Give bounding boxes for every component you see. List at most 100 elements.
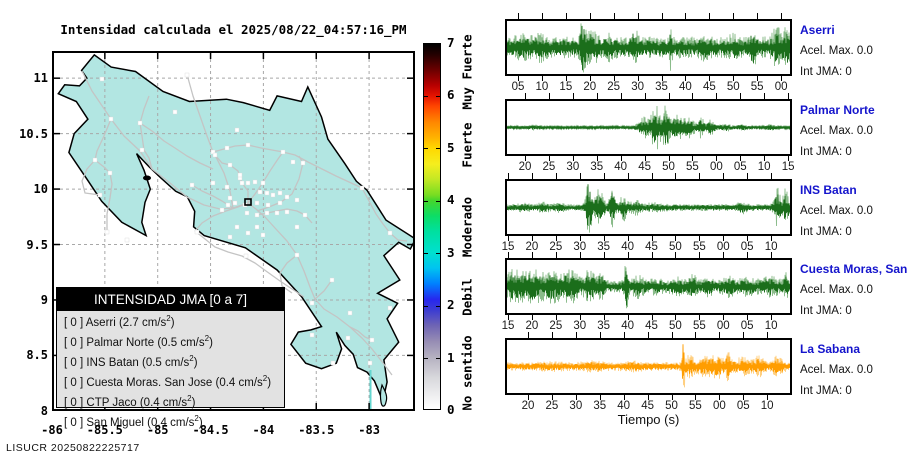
- time-tick: [695, 332, 697, 338]
- time-label: 40: [617, 400, 631, 412]
- time-tick: [579, 315, 581, 320]
- time-label: 15: [781, 161, 795, 173]
- time-tick: [771, 236, 773, 241]
- time-tick: [531, 252, 533, 258]
- time-label: 50: [665, 400, 678, 412]
- x-tick-label: -85: [146, 423, 169, 437]
- time-tick: [647, 395, 649, 400]
- time-tick: [733, 13, 735, 19]
- time-tick: [572, 93, 574, 99]
- seismogram-panel: 15 20 25 30 35 40 45 50 55 00 05 10 Cuesta Moras, Sa…: [502, 252, 910, 340]
- legend-station: San Miguel (0.4 cm/s: [83, 416, 195, 429]
- time-tick: [764, 156, 766, 161]
- station-marker: [254, 212, 260, 218]
- time-tick: [589, 76, 591, 81]
- time-label: 10: [764, 320, 778, 332]
- seismogram-panel: 20 25 30 35 40 45 50 55 00 05 10 15 Palmar Norte Acel…: [505, 93, 910, 181]
- time-label: 20: [525, 241, 539, 253]
- colorbar-number: 1: [447, 349, 455, 365]
- coastline: [57, 53, 413, 404]
- time-label: 30: [566, 161, 580, 173]
- time-label: 20: [521, 400, 535, 412]
- time-label: 35: [655, 81, 668, 93]
- time-label: 45: [645, 241, 658, 253]
- station-marker: [284, 194, 290, 200]
- road-line: [81, 159, 101, 196]
- time-tick: [555, 252, 557, 258]
- time-label: 25: [549, 241, 563, 253]
- station-marker: [277, 200, 283, 206]
- time-tick: [548, 93, 550, 99]
- time-label: 10: [764, 241, 778, 253]
- station-marker: [277, 190, 283, 196]
- station-marker: [139, 147, 145, 153]
- time-label: 05: [740, 241, 754, 253]
- tick-row-bottom: [505, 395, 792, 400]
- station-marker: [99, 76, 105, 82]
- time-label: 05: [740, 320, 754, 332]
- time-label: 05: [511, 81, 525, 93]
- time-tick: [525, 93, 526, 99]
- time-label: 00: [716, 320, 730, 332]
- time-tick: [651, 252, 653, 258]
- station-marker: [243, 253, 249, 259]
- time-tick: [531, 173, 533, 179]
- colorbar-number: 6: [447, 87, 455, 103]
- time-axis-label: Tiempo (s): [617, 412, 680, 427]
- time-tick: [771, 173, 773, 179]
- jma-intensity-label: Int JMA: 0: [800, 226, 852, 238]
- station-marker: [92, 157, 98, 163]
- time-tick: [596, 156, 598, 161]
- station-marker: [309, 332, 315, 338]
- legend-item: [ 0 ] INS Batan (0.5 cm/s2): [64, 354, 198, 369]
- station-marker: [257, 189, 263, 195]
- station-marker: [280, 149, 286, 155]
- station-marker: [234, 127, 240, 133]
- time-label-row: 20 25 30 35 40 45 50 55 00 05 10: [505, 400, 805, 413]
- waveform-frame: [505, 179, 792, 236]
- tick-row-top: [505, 332, 792, 338]
- station-marker: [367, 360, 373, 366]
- station-marker: [104, 229, 110, 235]
- epicenter-marker: [244, 198, 252, 206]
- time-tick: [579, 252, 581, 258]
- tick-row-top: [505, 13, 792, 19]
- station-marker: [232, 200, 238, 206]
- time-tick: [709, 13, 711, 19]
- time-tick: [661, 76, 663, 81]
- time-tick: [572, 156, 574, 161]
- colorbar-category-label: Debil: [459, 278, 475, 317]
- colorbar-number: 2: [447, 297, 455, 313]
- legend-sup: 2: [166, 314, 171, 323]
- station-marker: [97, 192, 103, 198]
- time-tick: [699, 252, 701, 258]
- station-marker: [225, 202, 231, 208]
- station-marker: [107, 170, 113, 176]
- station-marker: [252, 179, 258, 185]
- time-label: 20: [525, 320, 539, 332]
- time-label: 50: [669, 320, 682, 332]
- time-label-row: 15 20 25 30 35 40 45 50 55 00 05 10: [502, 320, 805, 333]
- station-marker: [347, 310, 353, 316]
- colorbar-tick: [424, 95, 428, 97]
- legend-intensity: [ 0 ]: [64, 376, 84, 389]
- time-tick: [508, 236, 509, 241]
- time-label: 25: [549, 320, 563, 332]
- legend-header: INTENSIDAD JMA [0 a 7]: [57, 288, 284, 311]
- time-label: 35: [597, 320, 611, 332]
- colorbar-tick: [436, 148, 440, 150]
- road-line: [247, 151, 363, 204]
- acceleration-max-label: Acel. Max. 0.0: [800, 125, 873, 137]
- y-tick-label: 9: [40, 292, 48, 307]
- time-tick: [781, 13, 783, 19]
- station-marker: [108, 116, 114, 122]
- time-tick: [551, 332, 553, 338]
- time-label: 55: [686, 161, 699, 173]
- time-tick: [767, 395, 769, 400]
- waveform-trace: [506, 105, 791, 150]
- time-tick: [565, 13, 567, 19]
- station-marker: [219, 207, 225, 213]
- time-tick: [620, 156, 622, 161]
- time-label: 25: [542, 161, 556, 173]
- jma-intensity-label: Int JMA: 0: [800, 305, 852, 317]
